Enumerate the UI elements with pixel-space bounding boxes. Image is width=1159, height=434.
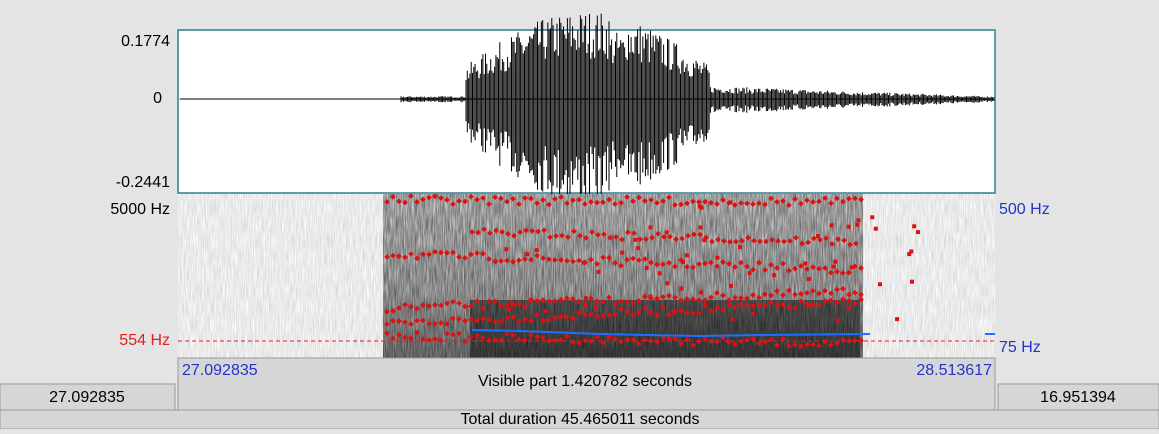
formant-dot bbox=[748, 271, 752, 275]
formant-dot bbox=[582, 261, 586, 265]
formant-dot bbox=[855, 223, 859, 227]
formant-dot bbox=[671, 309, 675, 313]
formant-dot bbox=[847, 306, 851, 310]
formant-dot bbox=[731, 318, 735, 322]
formant-dot bbox=[633, 238, 637, 242]
formant-dot bbox=[702, 238, 706, 242]
formant-dot bbox=[658, 271, 662, 275]
formant-dot bbox=[665, 230, 669, 234]
formant-dot bbox=[681, 260, 685, 264]
formant-dot bbox=[699, 291, 703, 295]
visible-end: 28.513617 bbox=[916, 362, 992, 379]
sound-editor: 0.1774 0 -0.2441 5000 Hz 554 Hz 500 Hz 7… bbox=[0, 0, 1159, 429]
visible-part: Visible part 1.420782 seconds bbox=[478, 373, 692, 390]
spectrogram-low-band bbox=[470, 300, 860, 358]
formant-dot bbox=[535, 248, 539, 252]
formant-dot bbox=[803, 262, 807, 266]
y-max-label: 0.1774 bbox=[121, 33, 170, 50]
pitch-max-label: 500 Hz bbox=[999, 201, 1050, 218]
formant-dot bbox=[528, 299, 532, 303]
formant-dot bbox=[699, 226, 703, 230]
formant-dot bbox=[716, 256, 720, 260]
freq-max-label: 5000 Hz bbox=[110, 201, 170, 218]
formant-dot bbox=[620, 251, 624, 255]
formant-dot bbox=[504, 247, 508, 251]
formant-dot bbox=[645, 266, 649, 270]
formant-dot bbox=[728, 200, 732, 204]
y-min-label: -0.2441 bbox=[116, 174, 170, 191]
formant-dot bbox=[494, 259, 498, 263]
formant-dot bbox=[912, 224, 916, 228]
formant-dot bbox=[544, 309, 548, 313]
visible-start: 27.092835 bbox=[182, 362, 258, 379]
formant-dot bbox=[738, 245, 742, 249]
formant-dot bbox=[594, 306, 598, 310]
y-zero-label: 0 bbox=[153, 90, 162, 107]
formant-dot bbox=[870, 215, 874, 219]
formant-dot bbox=[816, 234, 820, 238]
formant-dot bbox=[649, 225, 653, 229]
formant-dot bbox=[850, 265, 854, 269]
formant-dot bbox=[679, 287, 683, 291]
formant-dot bbox=[700, 206, 704, 210]
formant-dot bbox=[510, 301, 514, 305]
formant-dot bbox=[830, 223, 834, 227]
formant-dot bbox=[729, 284, 733, 288]
window-start: 27.092835 bbox=[49, 389, 125, 406]
formant-dot bbox=[874, 227, 878, 231]
formant-dot bbox=[831, 265, 835, 269]
formant-dot bbox=[907, 252, 911, 256]
total-duration: Total duration 45.465011 seconds bbox=[461, 411, 700, 428]
formant-dot bbox=[878, 282, 882, 286]
formant-dot bbox=[895, 317, 899, 321]
formant-dot bbox=[833, 260, 837, 264]
formant-dot bbox=[751, 312, 755, 316]
formant-dot bbox=[685, 253, 689, 257]
formant-dot bbox=[636, 246, 640, 250]
formant-dot bbox=[597, 270, 601, 274]
formant-dot bbox=[772, 273, 776, 277]
formant-dot bbox=[807, 277, 811, 281]
formant-dot bbox=[910, 280, 914, 284]
formant-dot bbox=[584, 296, 588, 300]
formant-dot bbox=[847, 225, 851, 229]
formant-dot bbox=[807, 304, 811, 308]
window-remaining: 16.951394 bbox=[1040, 389, 1116, 406]
formant-dot bbox=[916, 230, 920, 234]
pitch-min-label: 75 Hz bbox=[999, 339, 1041, 356]
formant-dot bbox=[507, 308, 511, 312]
formant-dot bbox=[525, 252, 529, 256]
formant-dot bbox=[856, 218, 860, 222]
formant-dot bbox=[836, 319, 840, 323]
formant-dot bbox=[648, 295, 652, 299]
formant-dot bbox=[665, 281, 669, 285]
cursor-freq-label: 554 Hz bbox=[119, 332, 170, 349]
